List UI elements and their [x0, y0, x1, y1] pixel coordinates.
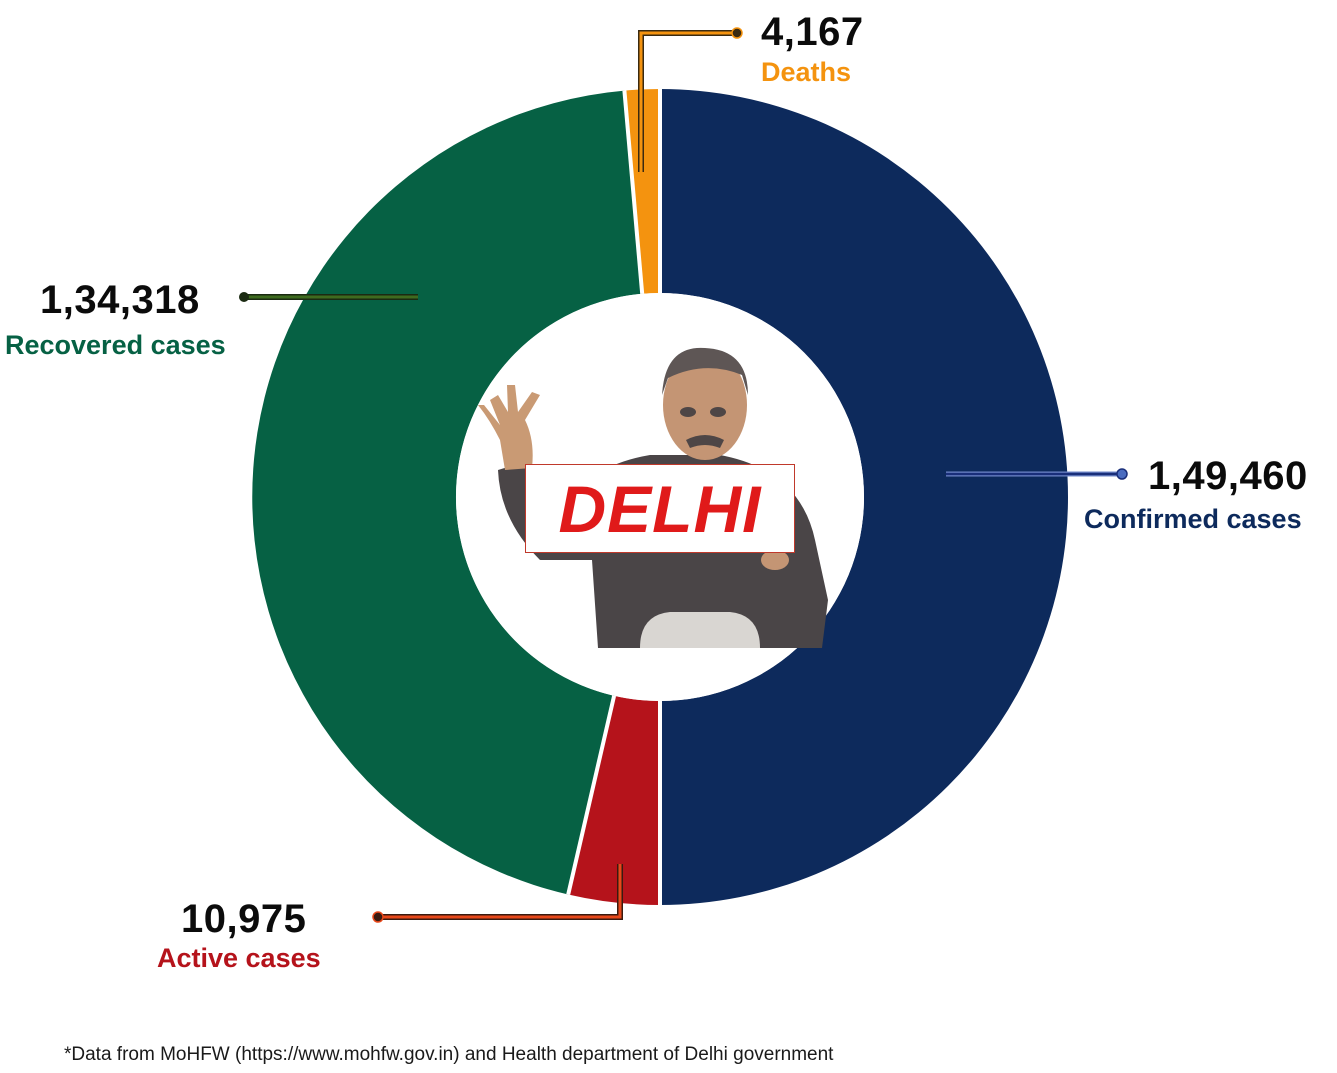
active-caption: Active cases [157, 943, 321, 973]
segment-deaths [624, 89, 660, 294]
center-title: DELHI [558, 471, 762, 546]
leader-active [372, 864, 623, 923]
confirmed-value: 1,49,460 [1148, 454, 1308, 498]
source-footnote: *Data from MoHFW (https://www.mohfw.gov.… [64, 1044, 834, 1065]
segment-active [568, 695, 660, 905]
confirmed-caption: Confirmed cases [1084, 504, 1302, 534]
center-label-box: DELHI [525, 464, 795, 553]
separator [622, 90, 645, 294]
segment-recovered [252, 90, 643, 895]
deaths-value: 4,167 [761, 10, 864, 54]
recovered-value: 1,34,318 [40, 278, 200, 322]
separator [566, 695, 617, 895]
active-value: 10,975 [181, 897, 307, 941]
deaths-caption: Deaths [761, 57, 852, 87]
leader-recovered [239, 292, 418, 302]
recovered-caption: Recovered cases [5, 330, 226, 360]
leader-confirmed [946, 468, 1128, 480]
leader-deaths [638, 27, 743, 172]
